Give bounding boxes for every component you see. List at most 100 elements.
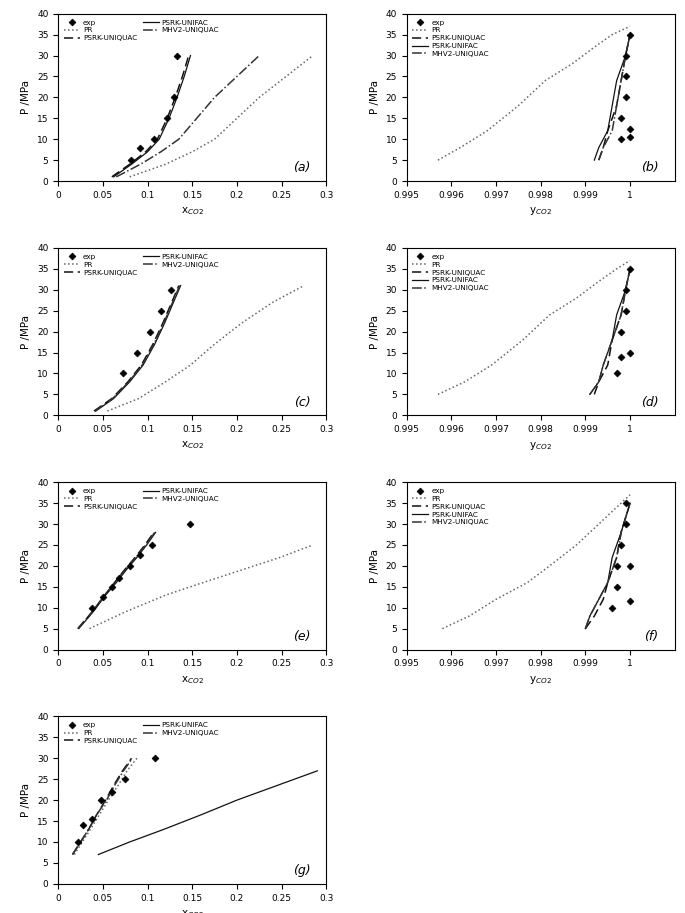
MHV2-UNIQUAC bbox=[128, 753, 136, 764]
MHV2-UNIQUAC bbox=[617, 310, 625, 320]
Line: PSRK-UNIFAC: PSRK-UNIFAC bbox=[590, 268, 630, 394]
Line: PSRK-UNIFAC: PSRK-UNIFAC bbox=[595, 35, 630, 160]
PR bbox=[70, 849, 78, 860]
MHV2-UNIQUAC bbox=[102, 794, 110, 805]
PSRK-UNIFAC bbox=[110, 394, 118, 404]
Line: exp: exp bbox=[90, 521, 193, 610]
PR bbox=[237, 564, 245, 575]
exp bbox=[115, 573, 123, 584]
MHV2-UNIQUAC bbox=[136, 159, 145, 170]
Line: PSRK-UNIQUAC: PSRK-UNIQUAC bbox=[112, 56, 188, 177]
Legend: exp, PR, PSRK-UNIQUAC, PSRK-UNIFAC, MHV2-UNIQUAC: exp, PR, PSRK-UNIQUAC, PSRK-UNIFAC, MHV2… bbox=[410, 252, 491, 293]
PSRK-UNIQUAC bbox=[617, 75, 625, 86]
PSRK-UNIQUAC bbox=[582, 624, 590, 635]
PSRK-UNIQUAC bbox=[595, 154, 603, 165]
Legend: exp, PR, PSRK-UNIQUAC, PSRK-UNIFAC, MHV2-UNIQUAC: exp, PR, PSRK-UNIQUAC, PSRK-UNIFAC, MHV2… bbox=[62, 17, 221, 44]
PSRK-UNIQUAC bbox=[137, 360, 145, 371]
exp bbox=[617, 133, 625, 144]
MHV2-UNIQUAC bbox=[142, 540, 150, 551]
MHV2-UNIQUAC bbox=[68, 849, 77, 860]
PSRK-UNIQUAC bbox=[124, 376, 132, 387]
PSRK-UNIQUAC bbox=[626, 498, 634, 509]
PSRK-UNIQUAC bbox=[621, 284, 630, 295]
PSRK-UNIFAC bbox=[586, 389, 594, 400]
exp bbox=[621, 305, 630, 316]
PR bbox=[114, 780, 122, 791]
PSRK-UNIFAC bbox=[177, 280, 185, 291]
MHV2-UNIQUAC bbox=[626, 29, 634, 40]
PSRK-UNIFAC bbox=[142, 540, 151, 551]
exp bbox=[626, 29, 634, 40]
MHV2-UNIQUAC bbox=[125, 376, 133, 387]
PSRK-UNIFAC bbox=[133, 552, 141, 563]
PR bbox=[595, 276, 603, 287]
PSRK-UNIFAC bbox=[612, 75, 621, 86]
exp bbox=[146, 326, 154, 337]
PSRK-UNIQUAC bbox=[617, 527, 625, 538]
PSRK-UNIQUAC bbox=[92, 809, 101, 820]
MHV2-UNIQUAC bbox=[586, 389, 594, 400]
PR bbox=[199, 577, 207, 588]
PSRK-UNIFAC bbox=[197, 809, 205, 820]
PSRK-UNIFAC bbox=[626, 263, 634, 274]
Line: PSRK-UNIQUAC: PSRK-UNIQUAC bbox=[94, 286, 179, 411]
Line: exp: exp bbox=[75, 756, 157, 845]
PSRK-UNIQUAC bbox=[590, 389, 599, 400]
Line: PSRK-UNIQUAC: PSRK-UNIQUAC bbox=[599, 35, 630, 160]
PSRK-UNIFAC bbox=[186, 50, 195, 61]
PSRK-UNIFAC bbox=[125, 376, 134, 387]
PR bbox=[95, 809, 103, 820]
PR bbox=[210, 339, 219, 350]
PSRK-UNIQUAC bbox=[595, 376, 603, 387]
PR bbox=[162, 159, 170, 170]
MHV2-UNIQUAC bbox=[175, 133, 183, 144]
PSRK-UNIFAC bbox=[110, 172, 118, 183]
PSRK-UNIQUAC bbox=[110, 577, 119, 588]
PR bbox=[309, 50, 317, 61]
PSRK-UNIQUAC bbox=[125, 159, 134, 170]
PSRK-UNIFAC bbox=[313, 765, 321, 776]
exp bbox=[108, 786, 116, 797]
MHV2-UNIQUAC bbox=[150, 339, 158, 350]
PSRK-UNIFAC bbox=[122, 564, 130, 575]
exp bbox=[97, 794, 105, 805]
exp bbox=[166, 284, 175, 295]
PSRK-UNIFAC bbox=[608, 100, 616, 111]
PR bbox=[434, 154, 442, 165]
exp bbox=[621, 50, 630, 61]
PR bbox=[456, 142, 464, 153]
MHV2-UNIQUAC bbox=[608, 334, 616, 345]
PR bbox=[595, 519, 603, 530]
Text: (b): (b) bbox=[641, 162, 659, 174]
MHV2-UNIQUAC bbox=[151, 527, 159, 538]
Line: PSRK-UNIFAC: PSRK-UNIFAC bbox=[99, 771, 317, 855]
MHV2-UNIQUAC bbox=[233, 71, 241, 82]
PSRK-UNIFAC bbox=[612, 310, 621, 320]
Line: MHV2-UNIQUAC: MHV2-UNIQUAC bbox=[116, 56, 259, 177]
PR bbox=[275, 552, 284, 563]
PR bbox=[488, 360, 496, 371]
PSRK-UNIQUAC bbox=[159, 318, 167, 329]
PSRK-UNIFAC bbox=[95, 849, 103, 860]
PR bbox=[514, 100, 523, 111]
PSRK-UNIQUAC bbox=[101, 794, 110, 805]
PSRK-UNIQUAC bbox=[178, 71, 186, 82]
MHV2-UNIQUAC bbox=[112, 172, 121, 183]
MHV2-UNIQUAC bbox=[621, 50, 630, 61]
Line: PSRK-UNIFAC: PSRK-UNIFAC bbox=[586, 503, 630, 629]
Line: exp: exp bbox=[121, 288, 173, 376]
exp bbox=[157, 305, 165, 316]
exp bbox=[99, 592, 107, 603]
PSRK-UNIQUAC bbox=[168, 297, 176, 308]
PR bbox=[465, 611, 473, 622]
PSRK-UNIQUAC bbox=[90, 405, 98, 416]
Text: (e): (e) bbox=[292, 630, 310, 643]
PR bbox=[300, 280, 308, 291]
Line: MHV2-UNIQUAC: MHV2-UNIQUAC bbox=[586, 503, 630, 629]
PR bbox=[162, 376, 170, 387]
PSRK-UNIFAC bbox=[603, 577, 612, 588]
PSRK-UNIFAC bbox=[273, 780, 282, 791]
PR bbox=[125, 172, 134, 183]
PR bbox=[282, 71, 290, 82]
PSRK-UNIQUAC bbox=[612, 552, 621, 563]
